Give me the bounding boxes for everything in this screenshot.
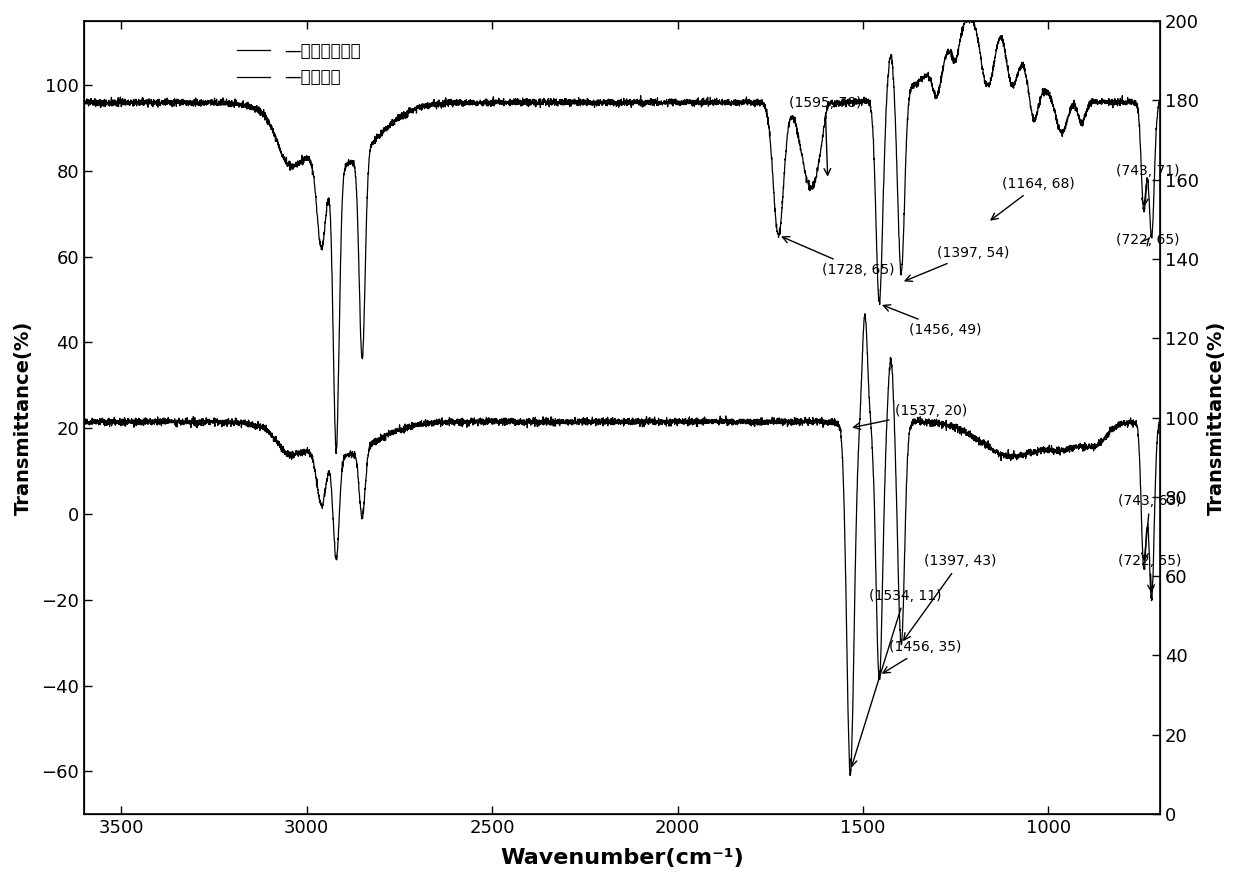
—硬脂酸锱 (84, 413, 99, 423)
Text: (1456, 35): (1456, 35) (883, 640, 961, 673)
—改性硬脂酸锱 (84, 95, 99, 106)
Text: (1456, 49): (1456, 49) (883, 305, 982, 337)
Y-axis label: Transmittance(%): Transmittance(%) (14, 320, 33, 514)
—硬脂酸锱 (892, 586, 906, 596)
Text: (722, 55): (722, 55) (1118, 555, 1182, 592)
—改性硬脂酸锱 (892, 216, 906, 227)
Legend: —改性硬脂酸锱, —硬脂酸锱: —改性硬脂酸锱, —硬脂酸锱 (232, 37, 366, 92)
—硬脂酸锱 (903, 422, 918, 433)
—改性硬脂酸锱 (1152, 97, 1167, 108)
—硬脂酸锱 (1152, 418, 1167, 429)
—硬脂酸锱 (858, 309, 873, 319)
Text: (1595, 78): (1595, 78) (789, 95, 862, 176)
—硬脂酸锱 (897, 565, 911, 576)
—改性硬脂酸锱 (77, 99, 92, 109)
X-axis label: Wavenumber(cm⁻¹): Wavenumber(cm⁻¹) (500, 848, 744, 868)
Line: —硬脂酸锱: —硬脂酸锱 (84, 314, 1159, 775)
Text: (1728, 65): (1728, 65) (782, 236, 895, 277)
Text: (722, 65): (722, 65) (1116, 233, 1179, 247)
—硬脂酸锱 (670, 415, 684, 426)
Text: (1397, 54): (1397, 54) (905, 246, 1009, 281)
—改性硬脂酸锱 (746, 95, 761, 106)
Text: (743, 63): (743, 63) (1118, 495, 1182, 560)
Text: (1534, 11): (1534, 11) (851, 589, 941, 766)
—硬脂酸锱 (843, 770, 858, 781)
Line: —改性硬脂酸锱: —改性硬脂酸锱 (84, 16, 1159, 453)
—改性硬脂酸锱 (897, 208, 911, 219)
Text: (1397, 43): (1397, 43) (904, 555, 997, 640)
Text: (1164, 68): (1164, 68) (991, 177, 1075, 220)
—改性硬脂酸锱 (962, 11, 977, 21)
—改性硬脂酸锱 (329, 448, 343, 459)
Text: (1537, 20): (1537, 20) (853, 404, 967, 430)
—硬脂酸锱 (77, 415, 92, 426)
—改性硬脂酸锱 (903, 90, 918, 101)
—改性硬脂酸锱 (670, 96, 684, 107)
—硬脂酸锱 (746, 414, 761, 424)
Text: (743, 71): (743, 71) (1116, 164, 1179, 206)
Y-axis label: Transmittance(%): Transmittance(%) (1207, 320, 1226, 514)
